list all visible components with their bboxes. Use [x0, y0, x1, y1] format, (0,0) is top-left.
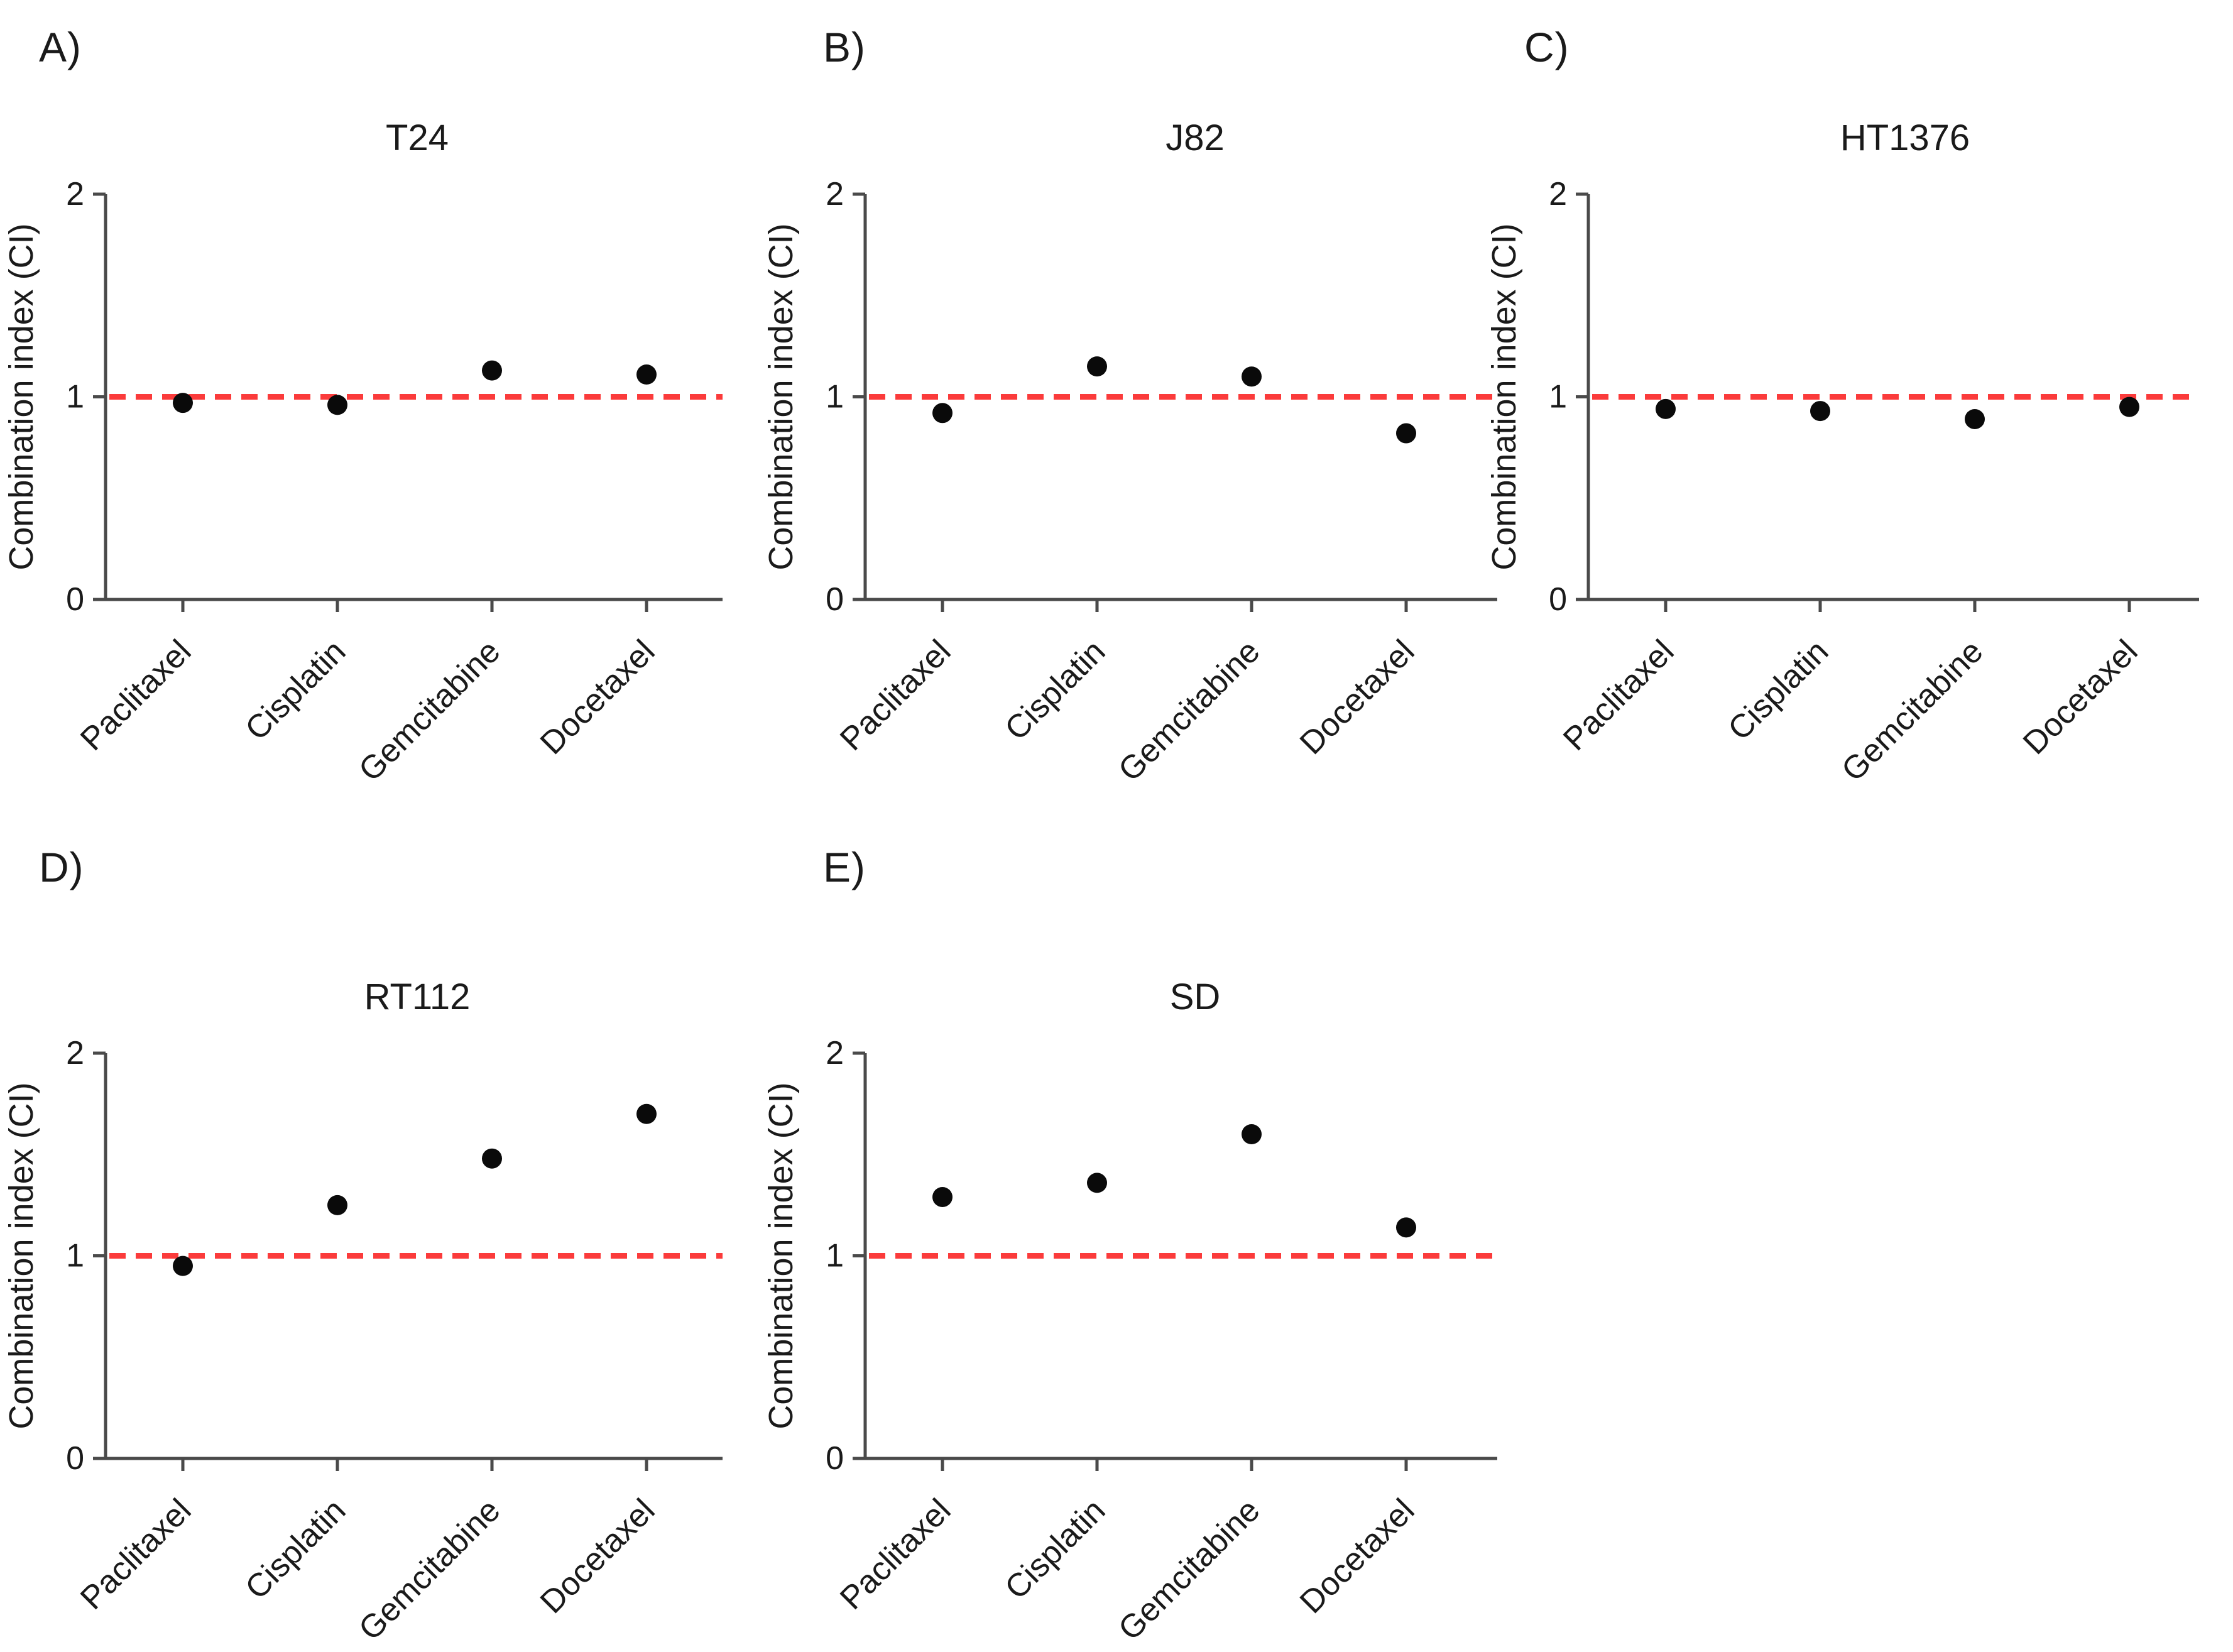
data-point-gemcitabine — [1242, 1124, 1262, 1144]
chart-title-rt112: RT112 — [364, 976, 471, 1017]
data-point-gemcitabine — [1242, 366, 1262, 387]
category-tick-label: Paclitaxel — [833, 1492, 958, 1616]
chart-title-ht1376: HT1376 — [1840, 118, 1970, 158]
category-tick-label: Gemcitabine — [1111, 633, 1267, 788]
data-point-paclitaxel — [1656, 398, 1676, 419]
data-point-gemcitabine — [482, 360, 502, 381]
category-tick-label: Cisplatin — [998, 633, 1112, 747]
data-point-cisplatin — [327, 1195, 347, 1215]
chart-canvas-t24: 0 1 2 Combination index (CI) Paclitaxel Cispl… — [3, 176, 723, 789]
y-tick-label: 1 — [1549, 379, 1567, 415]
data-point-paclitaxel — [173, 1255, 193, 1276]
y-tick-label: 0 — [66, 1440, 84, 1477]
panel-ht1376: C) HT1376 0 1 2 Combination index (CI) Pacli… — [1483, 0, 2233, 793]
category-tick-label: Cisplatin — [238, 633, 352, 747]
y-tick-label: 2 — [1549, 176, 1567, 212]
y-tick-label: 2 — [826, 1035, 844, 1071]
y-axis-label: Combination index (CI) — [762, 1082, 800, 1429]
y-tick-label: 2 — [66, 1035, 84, 1071]
category-tick-label: Cisplatin — [998, 1492, 1112, 1606]
y-tick-label: 0 — [1549, 581, 1567, 618]
category-tick-label: Paclitaxel — [74, 1492, 198, 1616]
data-point-docetaxel — [1396, 1217, 1416, 1238]
y-axis-label: Combination index (CI) — [1485, 223, 1523, 570]
category-tick-label: Paclitaxel — [74, 633, 198, 757]
category-tick-label: Docetaxel — [533, 633, 662, 762]
category-tick-label: Cisplatin — [238, 1492, 352, 1606]
panel-rt112: D) RT112 0 1 2 Combination index (CI) Paclit… — [0, 846, 750, 1652]
category-tick-label: Docetaxel — [1293, 633, 1422, 762]
y-tick-label: 1 — [826, 1238, 844, 1274]
category-tick-label: Docetaxel — [2016, 633, 2145, 762]
data-point-gemcitabine — [482, 1148, 502, 1169]
data-point-paclitaxel — [173, 393, 193, 413]
panel-sd: E) SD 0 1 2 Combination index (CI) Paclitaxe… — [741, 846, 1497, 1652]
panel-label-e: E) — [823, 844, 866, 890]
panel-label-a: A) — [39, 24, 82, 70]
category-tick-label: Paclitaxel — [1556, 633, 1681, 757]
data-point-cisplatin — [1087, 356, 1107, 377]
y-axis-label: Combination index (CI) — [3, 223, 40, 570]
data-point-docetaxel — [636, 1103, 657, 1124]
data-point-gemcitabine — [1965, 408, 1985, 429]
chart-title-sd: SD — [1169, 976, 1221, 1017]
y-axis-label: Combination index (CI) — [3, 1082, 40, 1429]
chart-canvas-ht1376: 0 1 2 Combination index (CI) Paclitaxel Cispl… — [1485, 176, 2199, 789]
y-tick-label: 1 — [66, 1238, 84, 1274]
category-tick-label: Docetaxel — [533, 1492, 662, 1621]
panel-label-d: D) — [39, 844, 84, 890]
chart-canvas-sd: 0 1 2 Combination index (CI) Paclitaxel Cispl… — [762, 1035, 1497, 1648]
category-tick-label: Docetaxel — [1293, 1492, 1422, 1621]
chart-title-j82: J82 — [1166, 118, 1225, 158]
panel-label-b: B) — [823, 24, 866, 70]
y-tick-label: 0 — [826, 1440, 844, 1477]
y-tick-label: 1 — [66, 379, 84, 415]
panel-j82: B) J82 0 1 2 Combination index (CI) Paclitax… — [741, 0, 1497, 793]
category-tick-label: Gemcitabine — [352, 633, 507, 788]
category-tick-label: Gemcitabine — [1835, 633, 1990, 788]
y-tick-label: 0 — [826, 581, 844, 618]
data-point-paclitaxel — [932, 1186, 953, 1207]
chart-canvas-rt112: 0 1 2 Combination index (CI) Paclitaxel Cispl… — [3, 1035, 723, 1648]
y-tick-label: 0 — [66, 581, 84, 618]
panel-t24: A) T24 0 1 2 Combination index (CI) Paclitax… — [0, 0, 750, 793]
data-point-cisplatin — [1087, 1173, 1107, 1193]
category-tick-label: Paclitaxel — [833, 633, 958, 757]
chart-title-t24: T24 — [386, 118, 449, 158]
category-tick-label: Gemcitabine — [1111, 1492, 1267, 1647]
data-point-paclitaxel — [932, 403, 953, 424]
chart-canvas-j82: 0 1 2 Combination index (CI) Paclitaxel Cispl… — [762, 176, 1497, 789]
y-tick-label: 2 — [66, 176, 84, 212]
y-axis-label: Combination index (CI) — [762, 223, 800, 570]
data-point-cisplatin — [1810, 401, 1830, 422]
panel-label-c: C) — [1524, 24, 1570, 70]
category-tick-label: Gemcitabine — [352, 1492, 507, 1647]
data-point-docetaxel — [2119, 397, 2139, 417]
data-point-cisplatin — [327, 395, 347, 415]
category-tick-label: Cisplatin — [1721, 633, 1835, 747]
y-tick-label: 2 — [826, 176, 844, 212]
data-point-docetaxel — [636, 364, 657, 385]
y-tick-label: 1 — [826, 379, 844, 415]
data-point-docetaxel — [1396, 423, 1416, 444]
